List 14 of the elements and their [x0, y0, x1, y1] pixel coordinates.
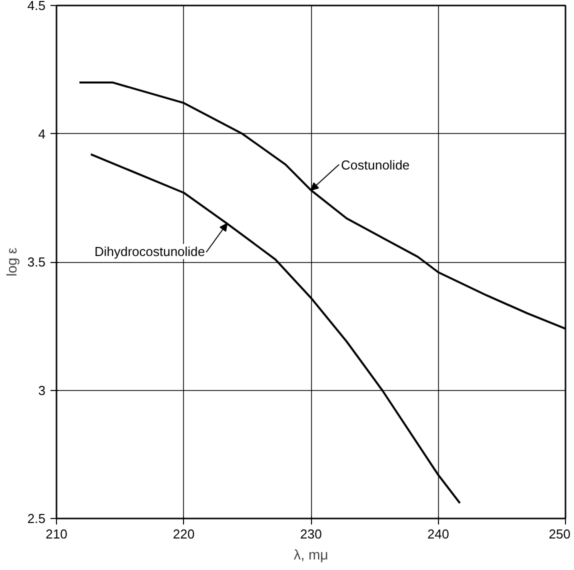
x-tick-label: 240	[427, 526, 450, 542]
x-tick-label: 250	[548, 526, 571, 542]
x-tick-label: 210	[46, 526, 68, 542]
x-axis-title: λ, mμ	[294, 546, 328, 562]
y-tick-label: 3	[38, 382, 46, 398]
x-tick-label: 230	[300, 526, 322, 542]
y-tick-label: 4.5	[27, 0, 46, 13]
text: Dihydrocostunolide	[94, 244, 206, 260]
y-tick-label: 4	[38, 126, 46, 142]
y-tick-label: 3.5	[27, 254, 46, 270]
y-axis-title: log ε	[3, 248, 20, 276]
x-tick-label: 220	[172, 526, 195, 542]
text: Costunolide	[341, 158, 410, 173]
y-tick-label: 2.5	[27, 511, 46, 526]
